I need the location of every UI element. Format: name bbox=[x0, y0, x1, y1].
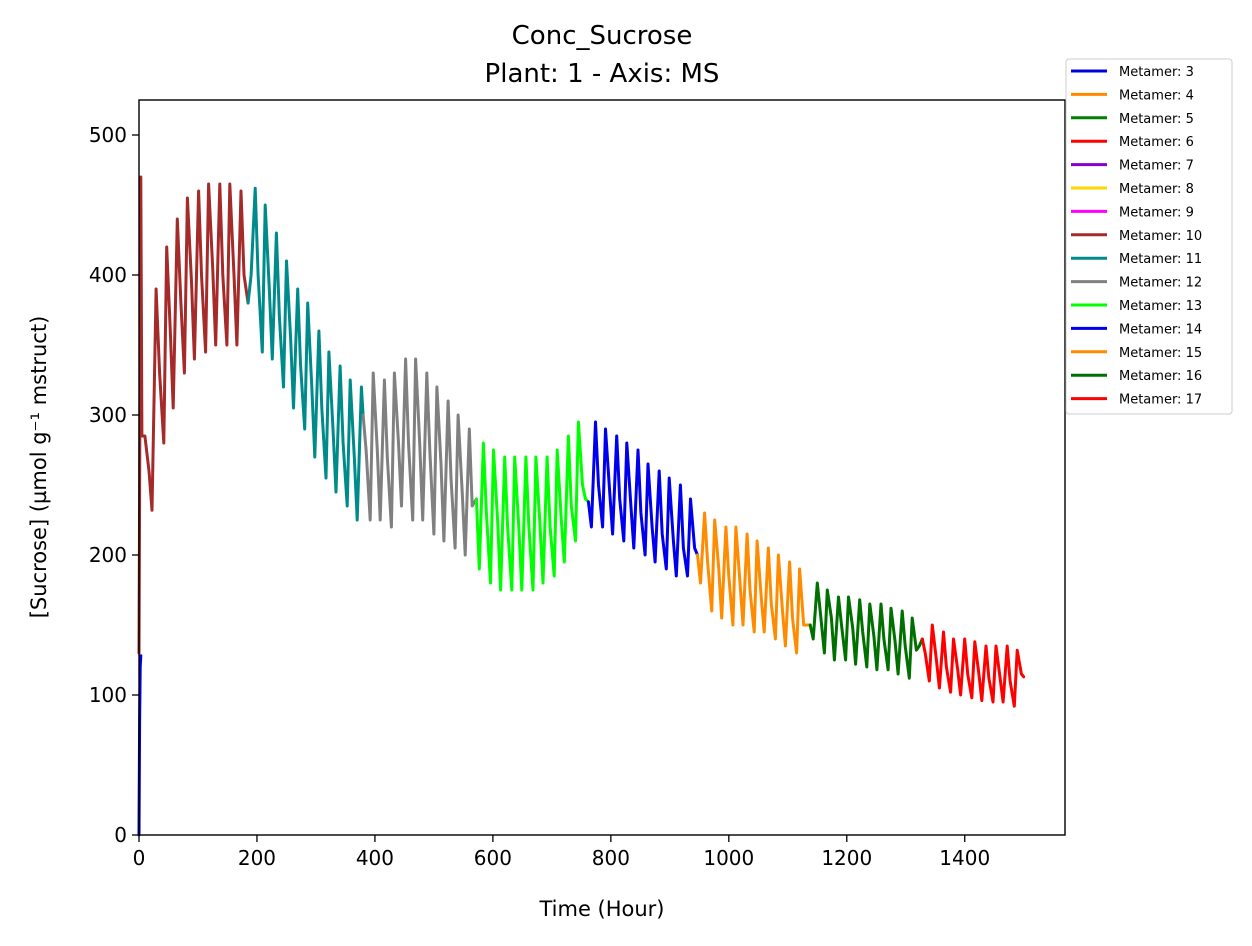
x-tick-label-1: 200 bbox=[238, 846, 276, 870]
x-tick-label-0: 0 bbox=[133, 846, 146, 870]
legend-frame bbox=[1065, 58, 1233, 415]
legend-label-12: Metamer: 15 bbox=[1119, 346, 1202, 361]
legend-label-1: Metamer: 4 bbox=[1119, 88, 1194, 103]
plot-frame bbox=[138, 99, 1066, 836]
legend-label-11: Metamer: 14 bbox=[1119, 322, 1202, 337]
chart-subtitle: Plant: 1 - Axis: MS bbox=[485, 59, 720, 89]
series-line-10 bbox=[474, 420, 590, 592]
legend-label-6: Metamer: 9 bbox=[1119, 205, 1194, 220]
x-tick-label-2: 400 bbox=[356, 846, 394, 870]
legend-label-4: Metamer: 7 bbox=[1119, 159, 1194, 174]
x-tick-label-5: 1000 bbox=[703, 846, 754, 870]
series-line-8 bbox=[246, 186, 365, 522]
legend-label-13: Metamer: 16 bbox=[1119, 369, 1202, 384]
y-tick-label-5: 500 bbox=[89, 123, 127, 147]
series-line-9 bbox=[361, 357, 478, 557]
legend-label-3: Metamer: 6 bbox=[1119, 135, 1194, 150]
legend-label-9: Metamer: 12 bbox=[1119, 276, 1202, 291]
y-axis-ticks: 0 100 200 300 400 500 bbox=[89, 123, 139, 847]
y-tick-label-2: 200 bbox=[89, 543, 127, 567]
legend-label-14: Metamer: 17 bbox=[1119, 393, 1202, 408]
y-tick-label-3: 300 bbox=[89, 403, 127, 427]
legend-label-10: Metamer: 13 bbox=[1119, 299, 1202, 314]
legend-label-2: Metamer: 5 bbox=[1119, 112, 1194, 127]
y-tick-label-4: 400 bbox=[89, 263, 127, 287]
series-line-12 bbox=[696, 511, 812, 655]
x-tick-label-7: 1400 bbox=[939, 846, 990, 870]
y-axis-label: [Sucrose] (µmol g⁻¹ mstruct) bbox=[27, 316, 51, 619]
legend: Metamer: 3 Metamer: 4 Metamer: 5 Metamer: 6… bbox=[1065, 58, 1233, 415]
legend-label-8: Metamer: 11 bbox=[1119, 252, 1202, 267]
x-tick-label-6: 1200 bbox=[821, 846, 872, 870]
legend-label-5: Metamer: 8 bbox=[1119, 182, 1194, 197]
x-tick-label-4: 800 bbox=[592, 846, 630, 870]
series-line-11 bbox=[586, 420, 699, 578]
y-tick-label-0: 0 bbox=[114, 823, 127, 847]
x-tick-label-3: 600 bbox=[474, 846, 512, 870]
x-axis-ticks: 0 200 400 600 800 1000 1200 1400 bbox=[133, 835, 990, 870]
legend-label-7: Metamer: 10 bbox=[1119, 229, 1202, 244]
plot-lines bbox=[137, 175, 1026, 837]
series-line-14 bbox=[920, 623, 1026, 708]
y-tick-label-1: 100 bbox=[89, 683, 127, 707]
legend-label-0: Metamer: 3 bbox=[1119, 65, 1194, 80]
chart-title: Conc_Sucrose bbox=[512, 21, 693, 51]
x-axis-label: Time (Hour) bbox=[538, 897, 664, 921]
series-line-13 bbox=[808, 581, 924, 680]
series-line-7 bbox=[137, 175, 250, 655]
